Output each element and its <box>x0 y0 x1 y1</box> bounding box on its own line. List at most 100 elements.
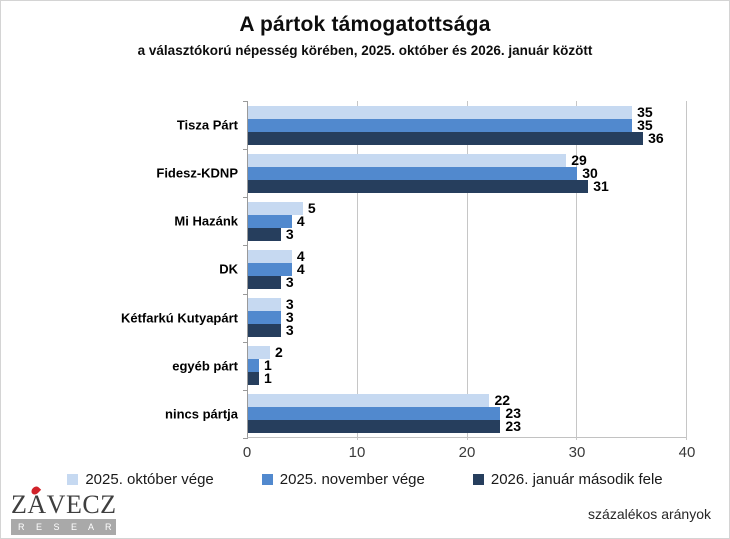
bar-value-label: 36 <box>648 129 664 146</box>
bar <box>248 275 281 289</box>
chart-title: A pártok támogatottsága <box>239 13 491 36</box>
legend-label: 2026. január második fele <box>490 471 663 488</box>
bar-value-label: 35 <box>637 116 653 133</box>
logo-letter-z: Z <box>11 490 28 519</box>
zavecz-research-logo: ZA VECZ R E S E A R C H <box>11 484 148 535</box>
category-label: egyéb párt <box>172 358 238 374</box>
bar <box>248 394 490 408</box>
bar <box>248 179 589 193</box>
bar <box>248 201 303 215</box>
legend-item: 2025. november vége <box>261 471 425 488</box>
category-label: Fidesz-KDNP <box>156 165 238 181</box>
bar-line: 31 <box>248 179 687 193</box>
logo-letter-a-glyph: A <box>27 490 47 519</box>
bar-line: 3 <box>248 309 687 326</box>
bar-line: 4 <box>248 212 687 229</box>
chart-header: A pártok támogatottsága a választókorú n… <box>1 13 729 58</box>
category-row: Kétfarkú Kutyapárt 3 3 3 <box>121 294 687 342</box>
bar-value-label: 3 <box>285 225 294 242</box>
category-row: Mi Hazánk 5 4 3 <box>174 197 687 245</box>
bar-value-label: 3 <box>285 309 294 326</box>
x-axis-labels: 0 10 20 30 40 <box>243 444 696 462</box>
category-bars: 22 23 23 <box>248 390 687 438</box>
legend-label: 2025. november vége <box>279 471 425 488</box>
x-axis-tick-label: 40 <box>678 444 696 461</box>
bar-value-label: 23 <box>505 418 521 435</box>
legend-swatch <box>472 474 484 485</box>
gridline <box>466 101 468 440</box>
y-axis-tick <box>243 245 248 247</box>
category-bars: 29 30 31 <box>248 149 687 197</box>
bar-line: 4 <box>248 260 687 277</box>
bar-value-label: 3 <box>285 322 294 339</box>
logo-letter-a: A <box>27 484 47 519</box>
plot-area: Tisza Párt 35 35 36 Fidesz-KDNP 29 30 31 Mi Hazá… <box>121 101 687 440</box>
bar-line: 35 <box>248 116 687 133</box>
bar <box>248 131 644 145</box>
x-axis-tick-label: 20 <box>458 444 476 461</box>
bar <box>248 262 292 276</box>
bar <box>248 298 281 312</box>
legend-swatch <box>261 474 273 485</box>
bar-line: 30 <box>248 164 687 181</box>
bar-line: 22 <box>248 392 687 409</box>
bar-line: 35 <box>248 103 687 120</box>
category-label: Tisza Párt <box>176 117 238 133</box>
bar-line: 36 <box>248 129 687 146</box>
bar <box>248 359 259 373</box>
x-axis-tick-label: 30 <box>568 444 586 461</box>
bar-value-label: 30 <box>582 164 598 181</box>
x-axis-tick-label: 0 <box>242 444 252 461</box>
bar <box>248 214 292 228</box>
y-axis-tick <box>243 389 248 391</box>
bar <box>248 118 633 132</box>
bar-line: 3 <box>248 296 687 313</box>
bar-line: 3 <box>248 225 687 242</box>
bar-line: 3 <box>248 275 687 289</box>
units-note: százalékos arányok <box>588 506 711 522</box>
logo-letters-rest: VECZ <box>46 490 117 519</box>
bar-line: 2 <box>248 345 687 360</box>
bar <box>248 166 578 180</box>
bar <box>248 311 281 325</box>
bar-line: 29 <box>248 153 687 167</box>
bar-line: 3 <box>248 322 687 339</box>
bar-value-label: 4 <box>296 212 305 229</box>
bar-value-label: 4 <box>296 260 305 277</box>
bar-line: 4 <box>248 249 687 263</box>
category-row: Fidesz-KDNP 29 30 31 <box>156 149 687 197</box>
bar <box>248 372 259 386</box>
bar <box>248 105 633 119</box>
legend-item: 2025. október vége <box>67 471 214 488</box>
category-row: Tisza Párt 35 35 36 <box>177 101 687 149</box>
category-label: DK <box>219 261 238 277</box>
chart-subtitle: a választókorú népesség körében, 2025. o… <box>137 43 593 58</box>
bar-line: 5 <box>248 199 687 216</box>
y-axis-tick <box>243 197 248 199</box>
bar-line: 1 <box>248 370 687 387</box>
category-row: DK 4 4 3 <box>219 245 687 293</box>
y-axis-tick <box>243 149 248 151</box>
bar <box>248 227 281 241</box>
bar-line: 23 <box>248 418 687 435</box>
bar-line: 23 <box>248 406 687 421</box>
bar-value-label: 35 <box>637 103 653 120</box>
bar <box>248 324 281 338</box>
bar-value-label: 3 <box>285 296 294 313</box>
legend: 2025. október vége 2025. november vége 202… <box>1 471 729 488</box>
category-label: Kétfarkú Kutyapárt <box>120 310 238 326</box>
gridline <box>356 101 358 440</box>
bar-value-label: 1 <box>263 370 272 387</box>
y-axis-tick <box>243 341 248 343</box>
category-label: Mi Hazánk <box>174 213 238 229</box>
bar <box>248 153 567 167</box>
gridline <box>576 101 578 440</box>
legend-item: 2026. január második fele <box>472 471 663 488</box>
bar <box>248 346 270 360</box>
bar-value-label: 5 <box>307 199 316 216</box>
y-axis-tick <box>243 438 248 439</box>
bar-value-label: 22 <box>494 392 511 409</box>
x-axis-tick-label: 10 <box>348 444 366 461</box>
